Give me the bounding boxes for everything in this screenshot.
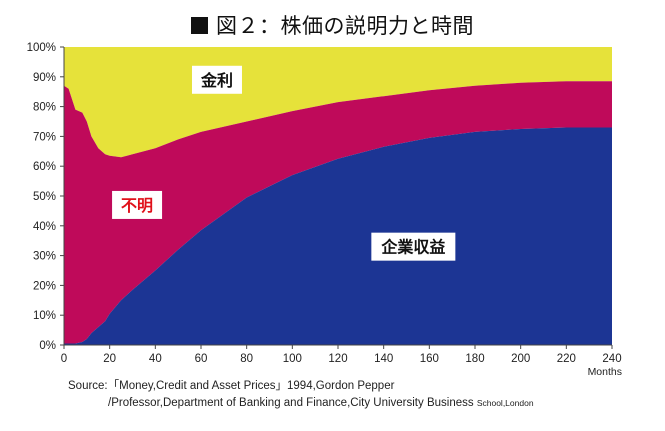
source-note: Source:「Money,Credit and Asset Prices」19… — [68, 378, 534, 412]
source-line-2: /Professor,Department of Banking and Fin… — [68, 395, 534, 412]
x-tick-label: 160 — [420, 353, 439, 365]
y-tick-label: 70% — [33, 131, 56, 143]
annotation-1: 不明 — [112, 190, 163, 219]
annotation-box — [371, 232, 456, 261]
x-tick-label: 200 — [511, 353, 530, 365]
annotation-box — [112, 190, 163, 219]
source-line-2-small: School,London — [476, 398, 534, 408]
x-tick-label: 180 — [465, 353, 484, 365]
x-tick-label: 20 — [103, 353, 116, 365]
tick-labels: 0% 10% 20% 30% 40% 50% 60% 70% 80% 90% 100% 0 20 40 60… — [27, 42, 622, 378]
annotation-label: 金利 — [200, 71, 233, 90]
x-tick-label: 0 — [61, 353, 67, 365]
y-tick-label: 30% — [33, 251, 56, 263]
x-tick-label: 40 — [149, 353, 162, 365]
annotation-label: 企業収益 — [380, 238, 445, 257]
y-tick-label: 60% — [33, 161, 56, 173]
area-series-0 — [64, 127, 612, 345]
chart-title-wrap: 図２：株価の説明力と時間 — [0, 10, 665, 40]
annotation-box — [191, 65, 242, 94]
x-tick-label: 80 — [240, 353, 253, 365]
source-line-1: Source:「Money,Credit and Asset Prices」19… — [68, 380, 395, 392]
x-tick-label: 140 — [374, 353, 393, 365]
chart-title: 図２：株価の説明力と時間 — [191, 10, 474, 40]
chart-axes — [60, 46, 613, 349]
annotation-0: 金利 — [191, 65, 242, 94]
x-tick-label: 240 — [602, 353, 621, 365]
y-tick-label: 50% — [33, 191, 56, 203]
title-square-icon — [191, 17, 208, 34]
x-tick-label: 60 — [195, 353, 208, 365]
y-tick-label: 40% — [33, 221, 56, 233]
y-tick-label: 80% — [33, 102, 56, 114]
x-tick-label: 100 — [283, 353, 302, 365]
annotation-2: 企業収益 — [371, 232, 456, 261]
annotation-label: 不明 — [121, 196, 153, 215]
x-tick-label: 120 — [328, 353, 347, 365]
area-series-1 — [64, 81, 612, 344]
y-tick-label: 100% — [27, 42, 56, 54]
y-tick-label: 20% — [33, 280, 56, 292]
chart-title-text: 図２：株価の説明力と時間 — [216, 14, 474, 38]
y-tick-label: 0% — [39, 340, 56, 352]
y-tick-label: 90% — [33, 72, 56, 84]
x-axis-unit-label: Months — [588, 366, 622, 378]
y-tick-label: 10% — [33, 310, 56, 322]
x-tick-label: 220 — [557, 353, 576, 365]
source-line-2-main: /Professor,Department of Banking and Fin… — [108, 397, 474, 409]
